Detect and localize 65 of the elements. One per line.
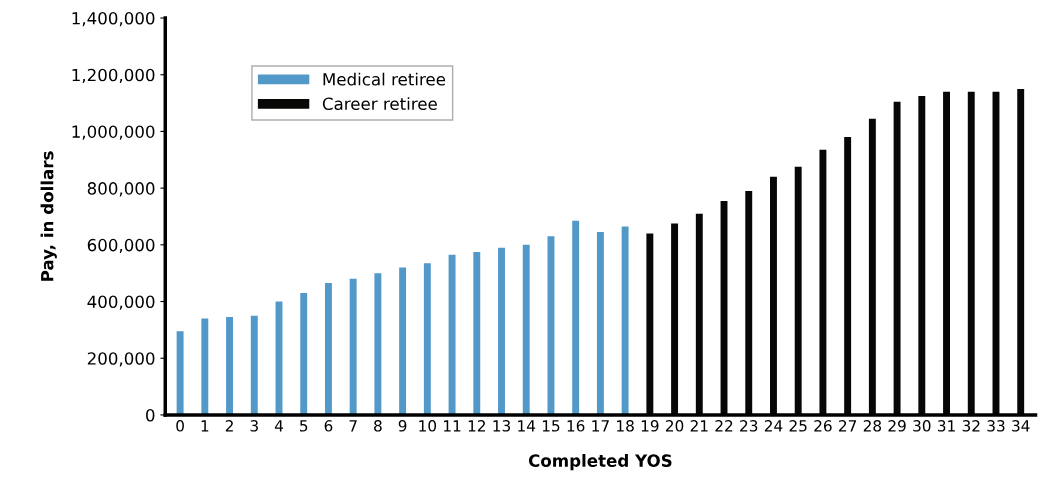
x-tick-label: 20 [665, 420, 684, 432]
x-tick-label: 26 [814, 420, 832, 432]
x-axis-title: Completed YOS [528, 454, 672, 471]
x-tick-label: 3 [250, 420, 258, 432]
y-tick-label: 200,000 [87, 352, 155, 367]
y-tick-label: 1,200,000 [72, 68, 155, 83]
bar [498, 247, 505, 415]
bar [176, 331, 184, 415]
y-tick-label: 0 [146, 408, 155, 422]
x-tick-label: 8 [374, 420, 382, 432]
bar [250, 315, 258, 415]
x-tick-label: 18 [617, 420, 634, 432]
bar [324, 283, 332, 415]
legend-label: Medical retiree [323, 72, 446, 86]
bar [596, 232, 604, 415]
bar [473, 251, 481, 415]
bar [423, 263, 431, 415]
x-tick-label: 1 [201, 420, 209, 432]
x-tick-label: 12 [468, 420, 485, 432]
x-tick-label: 27 [839, 420, 857, 432]
x-tick-label: 13 [493, 420, 511, 432]
bar [448, 254, 456, 415]
x-tick-label: 6 [324, 420, 333, 432]
x-tick-label: 30 [913, 420, 931, 432]
y-axis-title: Pay, in dollars [40, 151, 57, 281]
x-tick-label: 0 [176, 420, 184, 432]
x-tick-label: 23 [740, 420, 758, 432]
bar [349, 278, 357, 415]
x-tick-label: 7 [349, 420, 357, 432]
x-tick-label: 17 [592, 420, 609, 432]
x-tick-label: 28 [863, 420, 882, 432]
bar [226, 317, 234, 415]
x-tick-label: 31 [937, 420, 955, 432]
x-tick-label: 4 [274, 420, 283, 432]
bar [399, 267, 407, 415]
bar [374, 273, 382, 415]
y-tick-label: 1,000,000 [72, 125, 155, 140]
y-tick-label: 1,400,000 [72, 11, 155, 27]
x-tick-label: 11 [444, 420, 461, 432]
bar [572, 220, 580, 415]
bar [300, 293, 308, 415]
bar [547, 236, 555, 415]
bar [621, 226, 629, 415]
bar [201, 318, 209, 415]
x-tick-label: 14 [518, 420, 536, 432]
bar [522, 244, 530, 415]
legend-label: Career retiree [322, 97, 437, 111]
x-tick-label: 32 [962, 420, 980, 432]
x-tick-label: 19 [641, 420, 659, 432]
x-tick-label: 2 [225, 420, 233, 432]
x-tick-label: 21 [690, 420, 708, 432]
x-tick-label: 10 [419, 420, 437, 432]
y-tick-label: 400,000 [87, 295, 155, 310]
x-tick-label: 15 [542, 420, 560, 432]
x-tick-label: 22 [715, 420, 733, 432]
x-tick-label: 25 [789, 420, 807, 432]
y-tick-label: 800,000 [87, 182, 155, 197]
x-tick-label: 29 [888, 420, 906, 432]
x-tick-label: 34 [1012, 420, 1030, 432]
x-tick-label: 5 [300, 420, 308, 432]
x-tick-label: 9 [398, 420, 407, 432]
y-tick-label: 600,000 [87, 238, 155, 254]
x-tick-label: 33 [987, 420, 1005, 432]
x-tick-label: 16 [567, 420, 585, 432]
x-tick-label: 24 [764, 420, 783, 432]
